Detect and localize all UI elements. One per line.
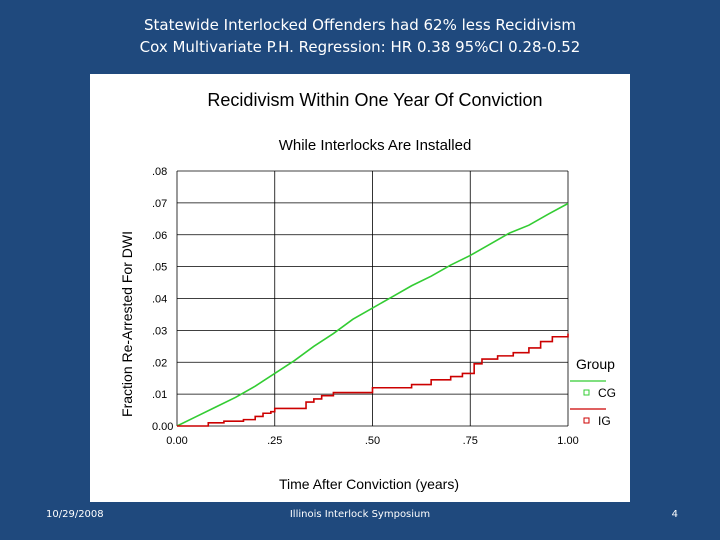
y-axis-label: Fraction Re-Arrested For DWI [119, 231, 135, 417]
legend-marker-ig [583, 417, 590, 424]
x-tick-label: .50 [365, 435, 380, 447]
series-layer [176, 202, 569, 427]
x-tick-label: .75 [463, 435, 478, 447]
series-line-cg [176, 202, 569, 427]
legend-marker-cg [583, 389, 590, 396]
series-line-ig [177, 333, 569, 427]
legend-title: Group [576, 356, 615, 372]
x-tick-label: 1.00 [557, 435, 578, 447]
footer-page-number: 4 [671, 509, 678, 520]
legend-label-cg: CG [598, 386, 616, 400]
x-axis-label: Time After Conviction (years) [279, 476, 459, 492]
chart-panel: Recidivism Within One Year Of Conviction… [90, 74, 630, 502]
chart-title: Recidivism Within One Year Of Conviction [207, 90, 542, 110]
y-tick-label: .01 [152, 389, 167, 401]
y-tick-label: .04 [152, 294, 167, 306]
y-tick-label: .07 [152, 198, 167, 210]
footer-date: 10/29/2008 [46, 509, 104, 520]
tick-layer: 0.00 .01 .02 .03 .04 .05 .06 .07 .08 0.00 .25 .50 .7… [152, 166, 579, 447]
recidivism-chart: Recidivism Within One Year Of Conviction… [119, 90, 616, 492]
y-tick-label: .08 [152, 166, 167, 178]
y-tick-label: .02 [152, 357, 167, 369]
legend-label-ig: IG [598, 414, 611, 428]
x-tick-label: .25 [267, 435, 282, 447]
y-tick-label: .06 [152, 230, 167, 242]
y-tick-label: .05 [152, 262, 167, 274]
slide-title-line2: Cox Multivariate P.H. Regression: HR 0.3… [139, 38, 581, 56]
chart-subtitle: While Interlocks Are Installed [279, 137, 472, 154]
y-tick-label: .03 [152, 325, 167, 337]
grid-layer [176, 170, 569, 427]
slide-title-line1: Statewide Interlocked Offenders had 62% … [144, 16, 576, 34]
slide-title: Statewide Interlocked Offenders had 62% … [0, 14, 720, 58]
legend: Group CG IG [570, 356, 616, 428]
footer-center-text: Illinois Interlock Symposium [289, 509, 431, 520]
x-tick-label: 0.00 [166, 435, 187, 447]
y-tick-label: 0.00 [152, 421, 173, 433]
